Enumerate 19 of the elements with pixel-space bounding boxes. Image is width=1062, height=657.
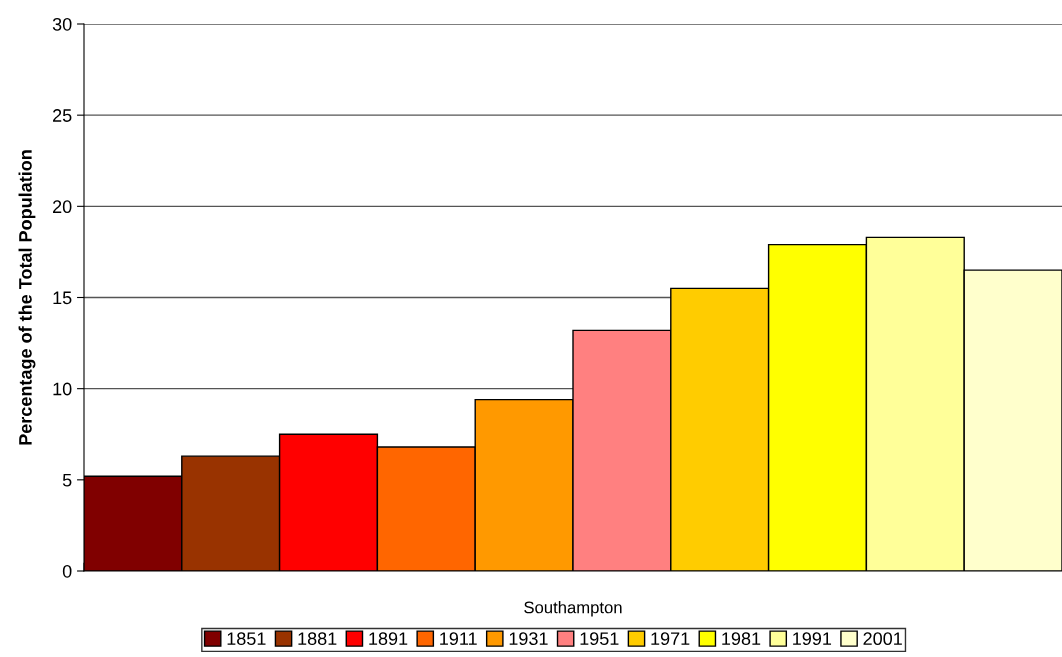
y-tick-label: 25 [53,109,72,122]
y-tick-label: 0 [62,564,72,578]
legend-label: 1981 [722,632,761,646]
y-tick-label: 30 [52,17,72,31]
legend-label: 1891 [369,632,408,646]
legend-label: 2001 [863,632,902,646]
y-tick-label: 15 [53,291,72,305]
legend-label: 1951 [580,632,619,646]
legend-label: 1991 [793,632,832,646]
y-tick-label: 10 [53,382,72,396]
y-tick-label: 20 [53,200,72,214]
legend-label: 1881 [298,632,337,646]
y-tick-label: 5 [62,473,72,487]
legend-label: 1931 [509,632,548,646]
y-axis-title: Percentage of the Total Population [18,150,36,445]
legend-label: 1971 [651,632,690,646]
x-tick-label: Southampton [524,601,622,617]
legend-label: 1851 [227,632,266,646]
legend-label: 1911 [440,632,477,646]
